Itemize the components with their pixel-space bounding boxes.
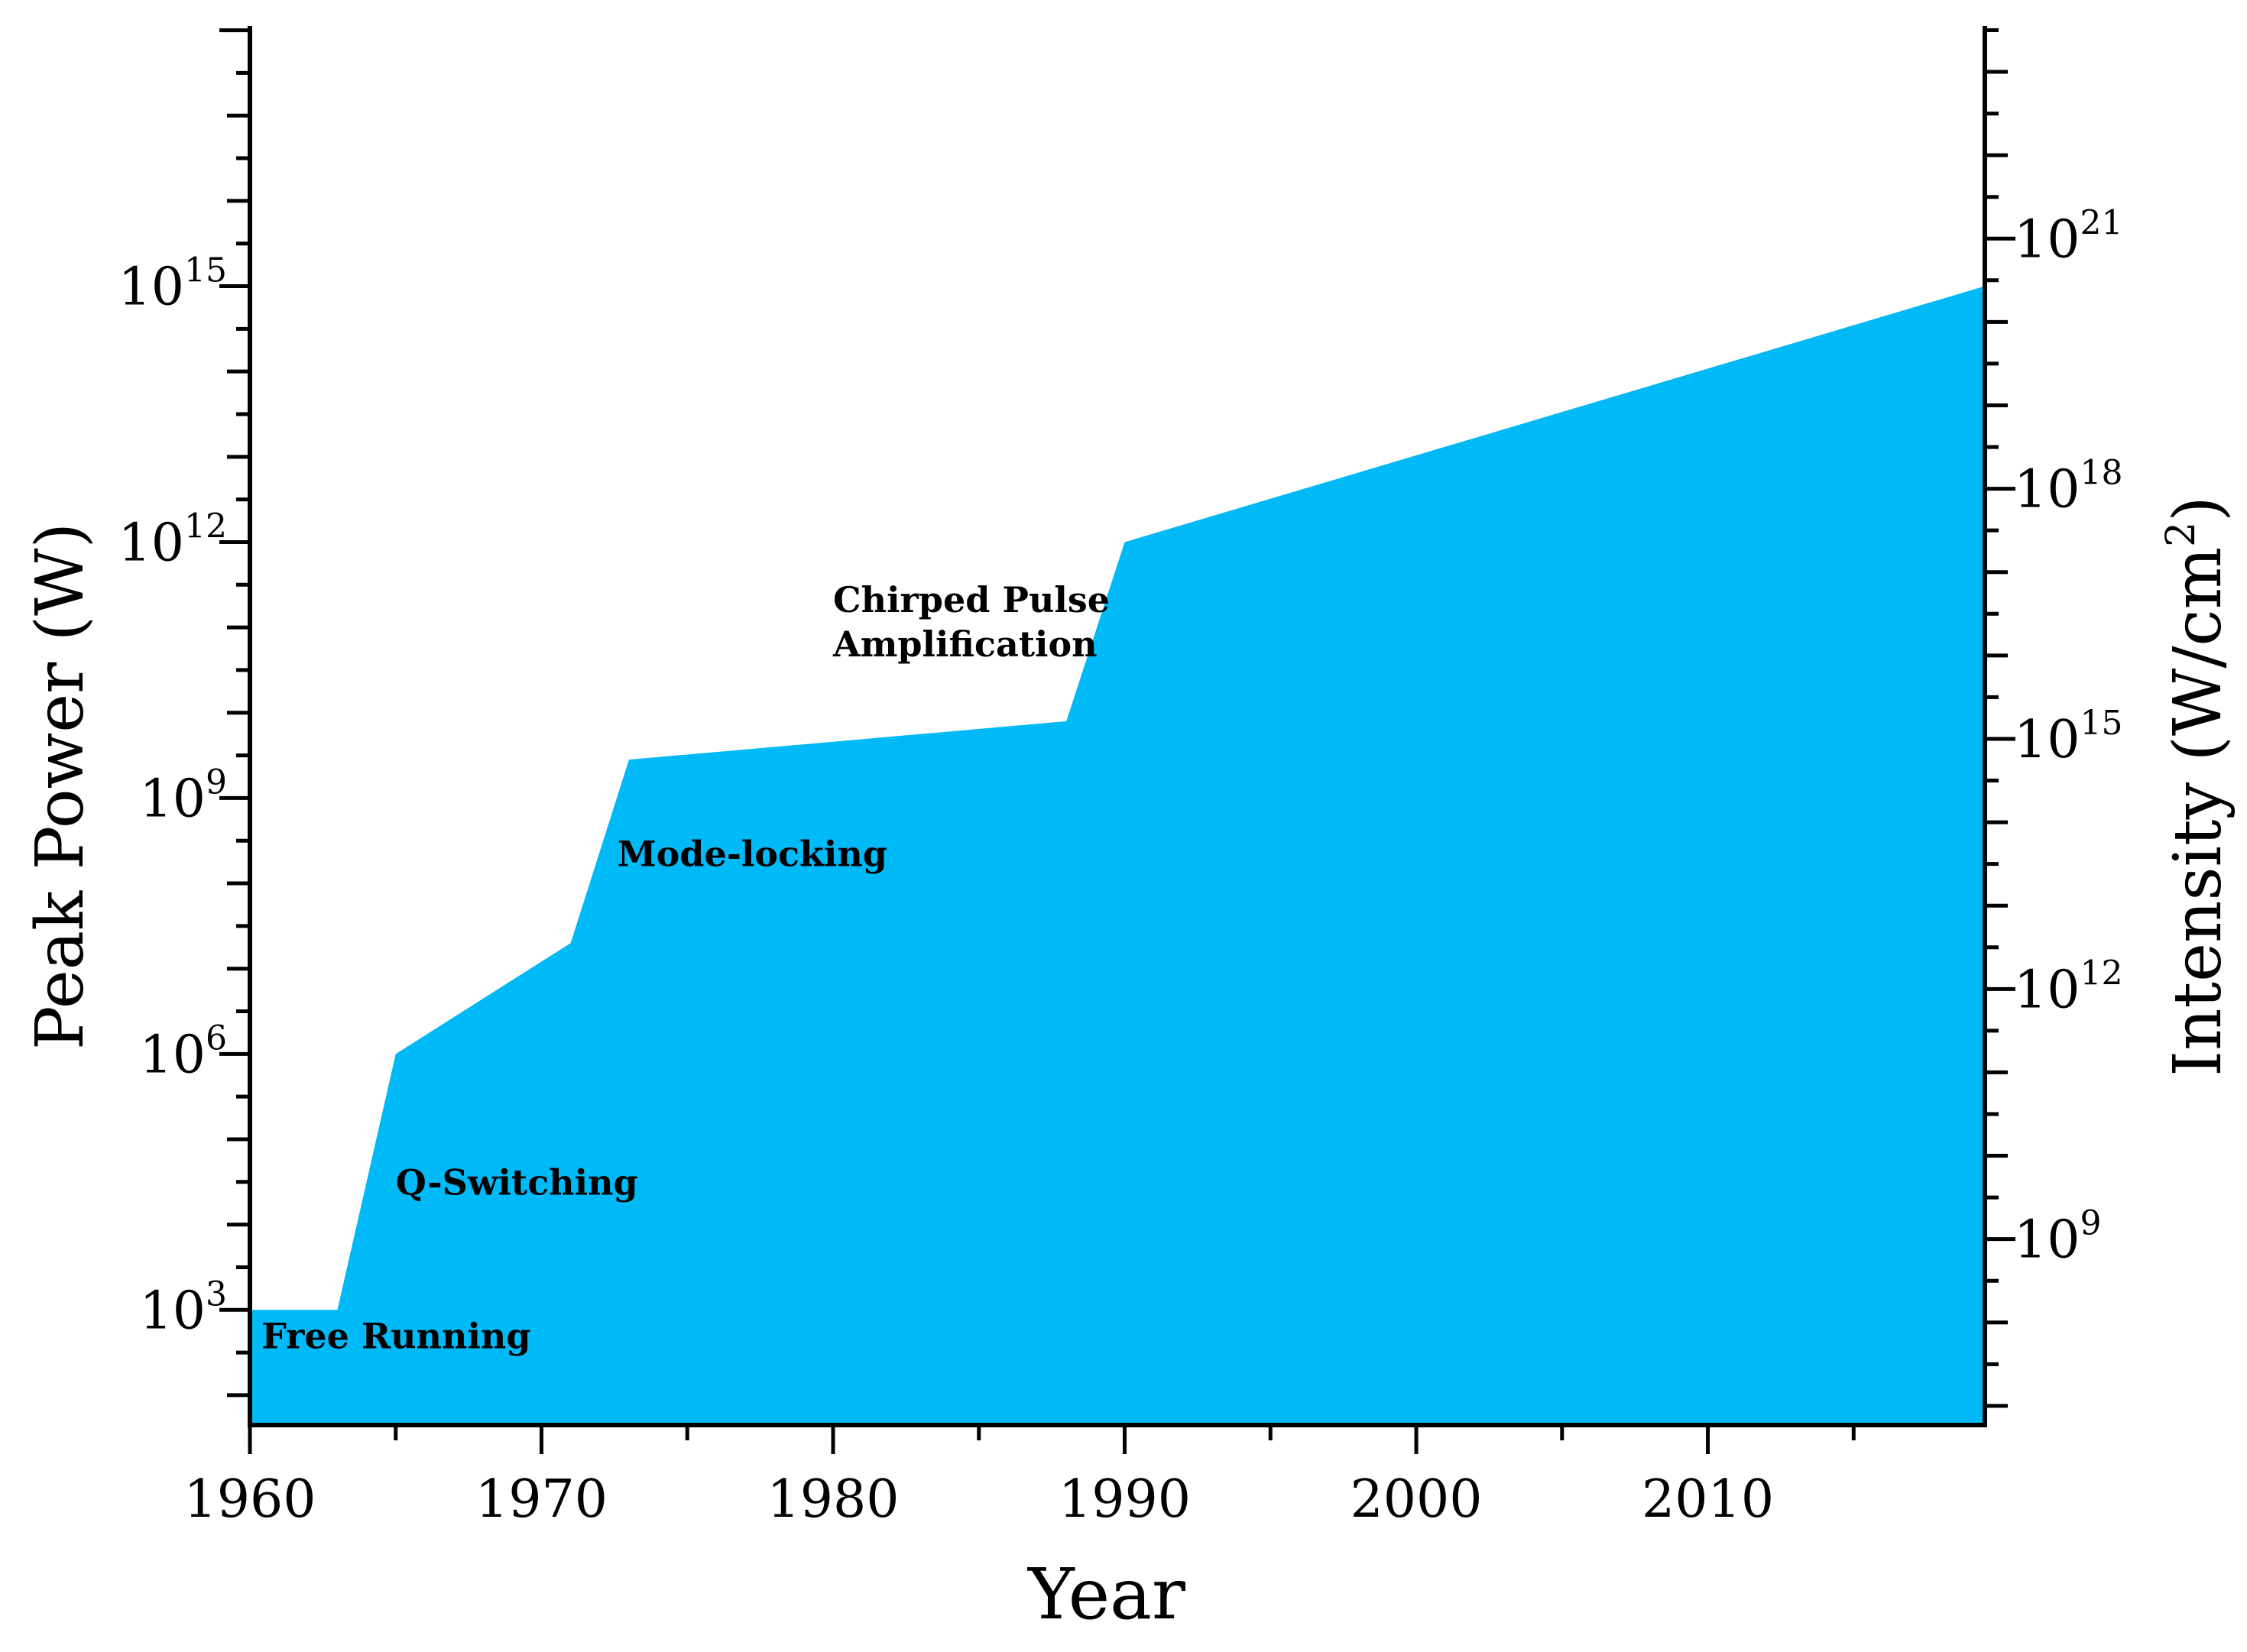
plot-frame bbox=[248, 26, 1987, 1427]
annotation-label: Q-Switching bbox=[396, 1162, 638, 1203]
y2-axis-title-end: ) bbox=[2160, 496, 2236, 522]
y-tick-label: 109 bbox=[139, 763, 227, 829]
y2-tick-label: 1021 bbox=[2014, 203, 2123, 270]
area-series-0 bbox=[250, 286, 1985, 1425]
x-tick-label: 1980 bbox=[767, 1469, 899, 1530]
y-tick-label: 103 bbox=[139, 1275, 227, 1341]
y2-axis-title: Intensity (W/cm2) bbox=[2158, 496, 2236, 1077]
y2-axis-title-sup: 2 bbox=[2158, 522, 2204, 547]
area-layer bbox=[250, 286, 1985, 1425]
x-tick-label: 1960 bbox=[183, 1469, 316, 1530]
annotations: Free Running Q-Switching Mode-locking Chirp… bbox=[261, 579, 1110, 1357]
y-tick-label: 1012 bbox=[118, 507, 227, 573]
y2-axis-title-base: Intensity (W/cm bbox=[2160, 547, 2236, 1077]
y-tick-label: 1015 bbox=[118, 251, 227, 318]
y2-tick-label: 109 bbox=[2014, 1204, 2102, 1271]
tick-labels: 1960 1970 1980 1990 2000 2010 103 106 109 1012 101… bbox=[118, 203, 2122, 1530]
x-tick-label: 1970 bbox=[475, 1469, 608, 1530]
x-tick-label: 2000 bbox=[1350, 1469, 1483, 1530]
annotation-label: Mode-locking bbox=[618, 834, 887, 875]
annotation-label: Chirped Pulse bbox=[833, 579, 1110, 620]
x-axis-title: Year bbox=[1026, 1553, 1185, 1635]
y-axis-title: Peak Power (W) bbox=[22, 523, 99, 1050]
x-tick-label: 2010 bbox=[1642, 1469, 1774, 1530]
y2-tick-label: 1018 bbox=[2014, 454, 2123, 520]
annotation-label: Free Running bbox=[261, 1316, 530, 1357]
annotation-label: Amplification bbox=[832, 624, 1098, 665]
y2-tick-label: 1015 bbox=[2014, 704, 2123, 770]
y2-tick-label: 1012 bbox=[2014, 954, 2123, 1020]
x-tick-label: 1990 bbox=[1059, 1469, 1191, 1530]
tick-marks bbox=[219, 28, 2015, 1454]
y-tick-label: 106 bbox=[139, 1019, 227, 1085]
